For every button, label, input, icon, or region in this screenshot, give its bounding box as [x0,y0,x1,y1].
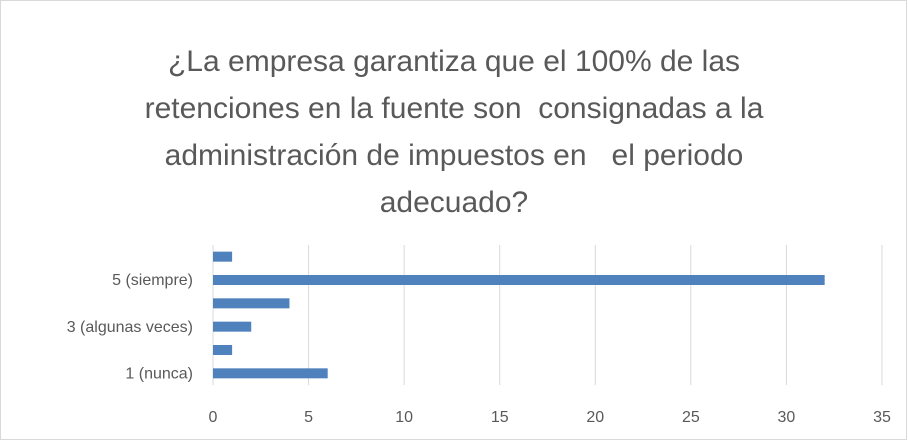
x-tick-label: 30 [778,409,796,426]
x-tick-label: 25 [682,409,700,426]
bar [213,345,233,355]
y-tick-label: 1 (nunca) [125,366,193,383]
x-tick-label: 10 [395,409,413,426]
x-tick-label: 5 [304,409,313,426]
bar [213,368,328,379]
bar [213,251,233,262]
chart-title: ¿La empresa garantiza que el 100% de las… [144,45,772,219]
y-tick-label: 3 (algunas veces) [67,319,193,336]
x-tick-label: 0 [209,409,218,426]
bar [213,275,825,285]
bar [213,298,290,309]
x-tick-label: 15 [491,409,509,426]
x-tick-label: 35 [873,409,891,426]
bar [213,321,252,332]
x-tick-label: 20 [586,409,604,426]
y-tick-label: 5 (siempre) [112,272,193,289]
